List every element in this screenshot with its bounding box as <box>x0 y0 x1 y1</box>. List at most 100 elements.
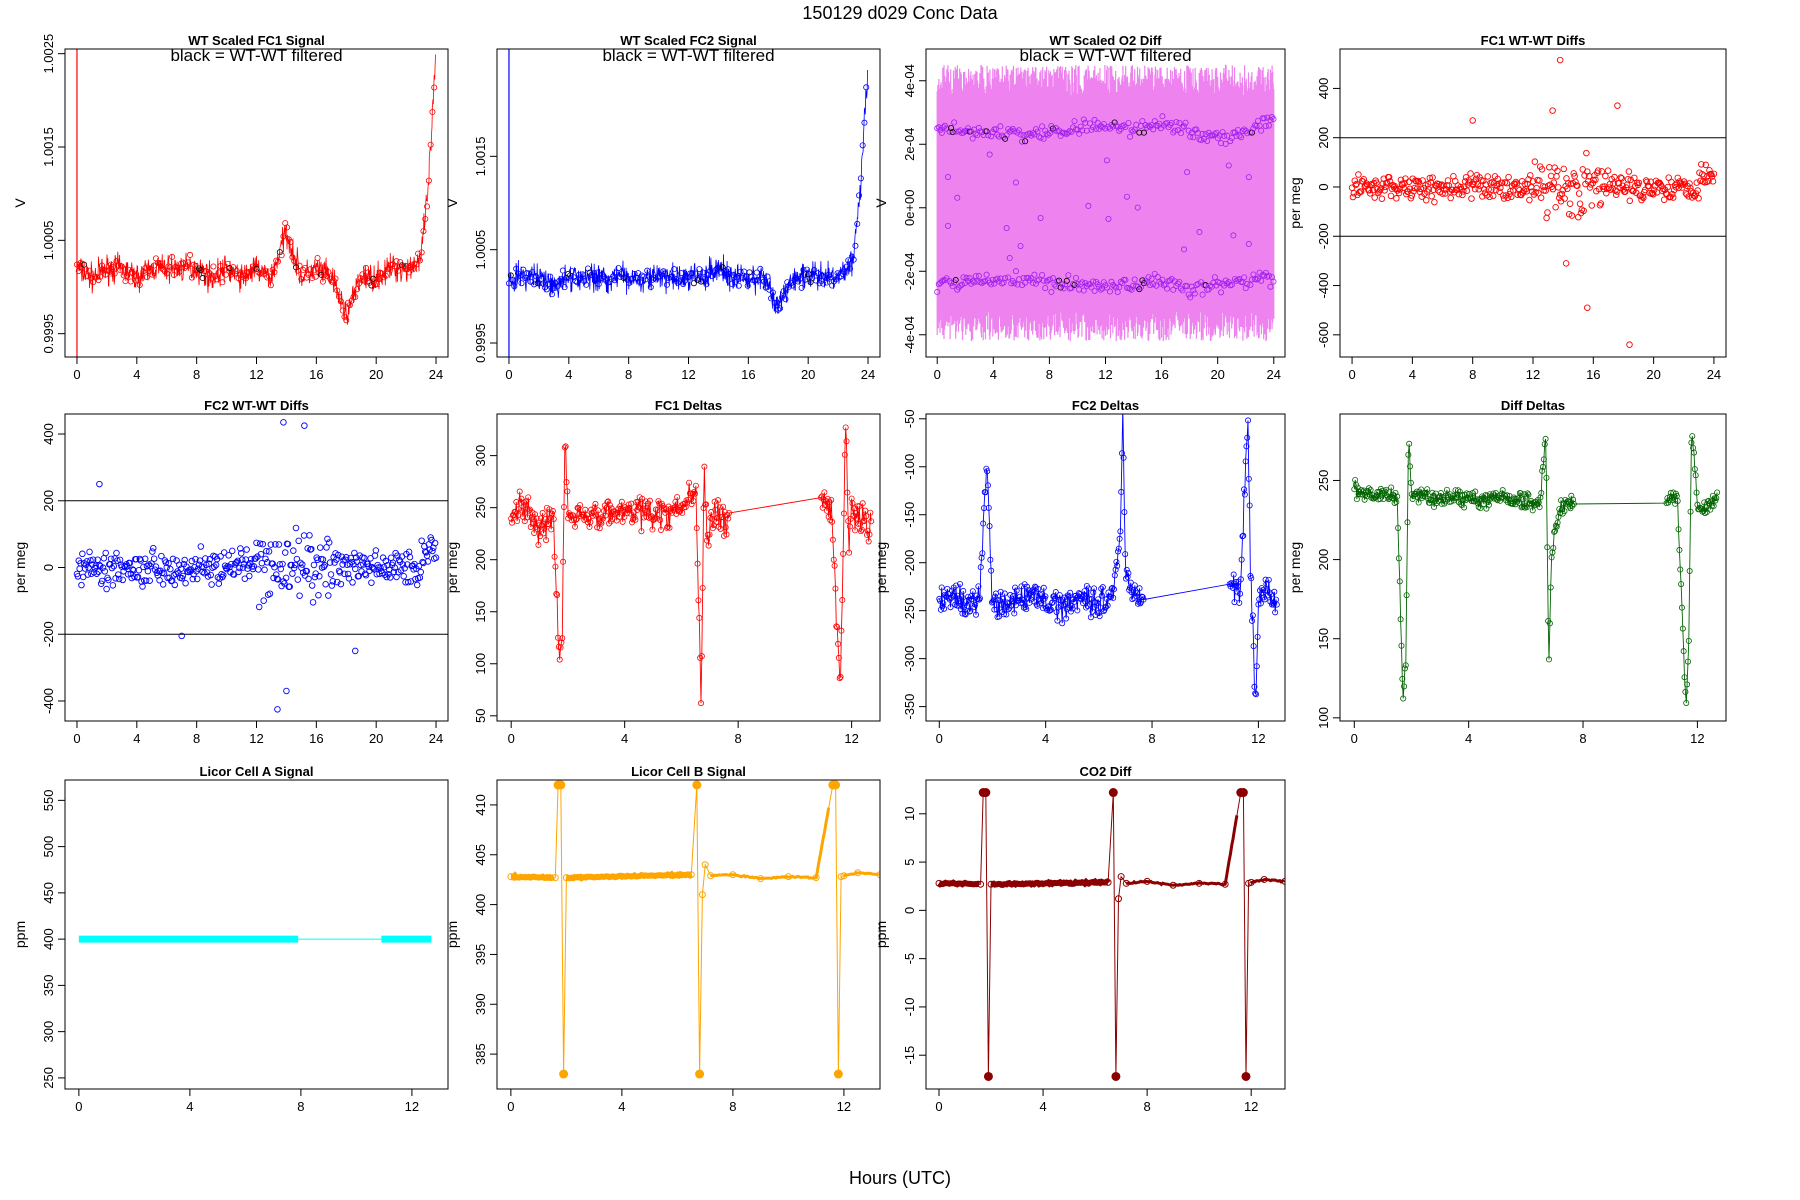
data-point <box>1531 158 1539 165</box>
y-tick-label: 395 <box>473 944 488 966</box>
data-point <box>372 547 380 554</box>
data-point <box>124 570 132 578</box>
data-point <box>964 602 971 609</box>
x-tick-label: 0 <box>508 731 515 746</box>
y-tick-label: -200 <box>1316 223 1331 249</box>
data-point <box>780 288 787 295</box>
data-point <box>849 500 856 507</box>
y-tick-label: 0.9995 <box>473 323 488 363</box>
data-point <box>413 581 421 589</box>
data-point <box>1373 179 1380 186</box>
data-point <box>194 575 201 583</box>
data-point <box>316 573 323 580</box>
data-point <box>961 604 968 611</box>
data-point <box>1258 585 1265 592</box>
data-point <box>843 263 850 270</box>
data-point <box>1080 116 1087 123</box>
data-point <box>641 507 648 514</box>
data-point <box>1650 190 1657 198</box>
data-point <box>854 220 861 227</box>
data-point <box>965 125 972 132</box>
data-point <box>559 635 566 642</box>
data-point <box>1017 242 1024 249</box>
data-point <box>836 675 843 682</box>
data-point <box>737 268 744 275</box>
data-point <box>835 654 842 661</box>
data-point <box>1167 121 1174 128</box>
data-point <box>1090 589 1097 596</box>
data-point <box>1707 506 1714 513</box>
x-tick-label: 12 <box>681 367 695 382</box>
data-point <box>1063 615 1070 622</box>
data-point <box>391 564 398 571</box>
data-point <box>859 500 866 507</box>
data-point <box>1118 488 1125 495</box>
y-tick-label: 200 <box>1316 549 1331 571</box>
data-point <box>1668 178 1675 186</box>
data-point <box>1011 280 1018 287</box>
data-point <box>1252 690 1259 697</box>
x-tick-label: 16 <box>1154 367 1168 382</box>
data-point <box>120 272 127 279</box>
x-tick-label: 20 <box>1646 367 1660 382</box>
data-point <box>316 544 324 551</box>
data-point <box>385 570 392 578</box>
data-point <box>99 564 107 571</box>
data-point <box>748 273 755 280</box>
data-point <box>827 517 834 524</box>
data-point <box>118 263 125 270</box>
data-point <box>215 269 222 276</box>
data-point <box>823 507 830 514</box>
data-point <box>280 233 287 240</box>
data-point <box>1112 566 1119 573</box>
data-point <box>89 556 97 563</box>
data-point <box>1057 132 1064 139</box>
data-point <box>253 265 260 272</box>
x-tick-label: 12 <box>844 731 858 746</box>
data-point <box>1177 130 1184 137</box>
data-point <box>638 528 645 535</box>
data-point <box>694 560 701 567</box>
data-point <box>337 298 344 305</box>
data-point <box>424 558 432 565</box>
panel-frame <box>925 779 1286 1090</box>
data-point <box>1536 504 1543 511</box>
data-point <box>516 272 523 279</box>
data-point <box>1553 523 1560 530</box>
data-point <box>1514 191 1521 198</box>
data-point <box>646 273 653 280</box>
data-point <box>1245 241 1252 248</box>
y-axis-label: V <box>12 198 28 208</box>
data-point <box>971 279 978 286</box>
data-point <box>1036 591 1043 598</box>
data-point <box>162 559 170 566</box>
data-point <box>985 504 992 511</box>
data-point <box>1552 522 1559 529</box>
x-tick-label: 12 <box>1690 731 1704 746</box>
data-point <box>1253 663 1260 670</box>
data-point <box>1122 575 1129 582</box>
data-point <box>1103 157 1110 164</box>
data-point <box>315 591 322 599</box>
data-point <box>656 273 663 280</box>
data-point <box>1496 188 1503 195</box>
x-tick-label: 4 <box>133 367 140 382</box>
data-point <box>107 555 115 563</box>
data-point <box>121 562 128 570</box>
x-tick-label: 12 <box>405 1099 419 1114</box>
data-point <box>1150 281 1157 288</box>
data-point <box>822 501 829 508</box>
y-tick-label: 550 <box>41 790 56 812</box>
data-point <box>951 119 958 126</box>
data-point <box>290 547 297 554</box>
data-point <box>1030 588 1037 595</box>
data-point <box>778 294 785 301</box>
x-tick-label: 4 <box>621 731 628 746</box>
data-point <box>1184 169 1191 176</box>
panel-frame <box>64 779 449 1090</box>
data-point <box>595 515 602 522</box>
data-point <box>587 519 594 526</box>
data-point <box>688 501 695 508</box>
data-point <box>242 275 249 282</box>
data-point <box>400 263 407 270</box>
